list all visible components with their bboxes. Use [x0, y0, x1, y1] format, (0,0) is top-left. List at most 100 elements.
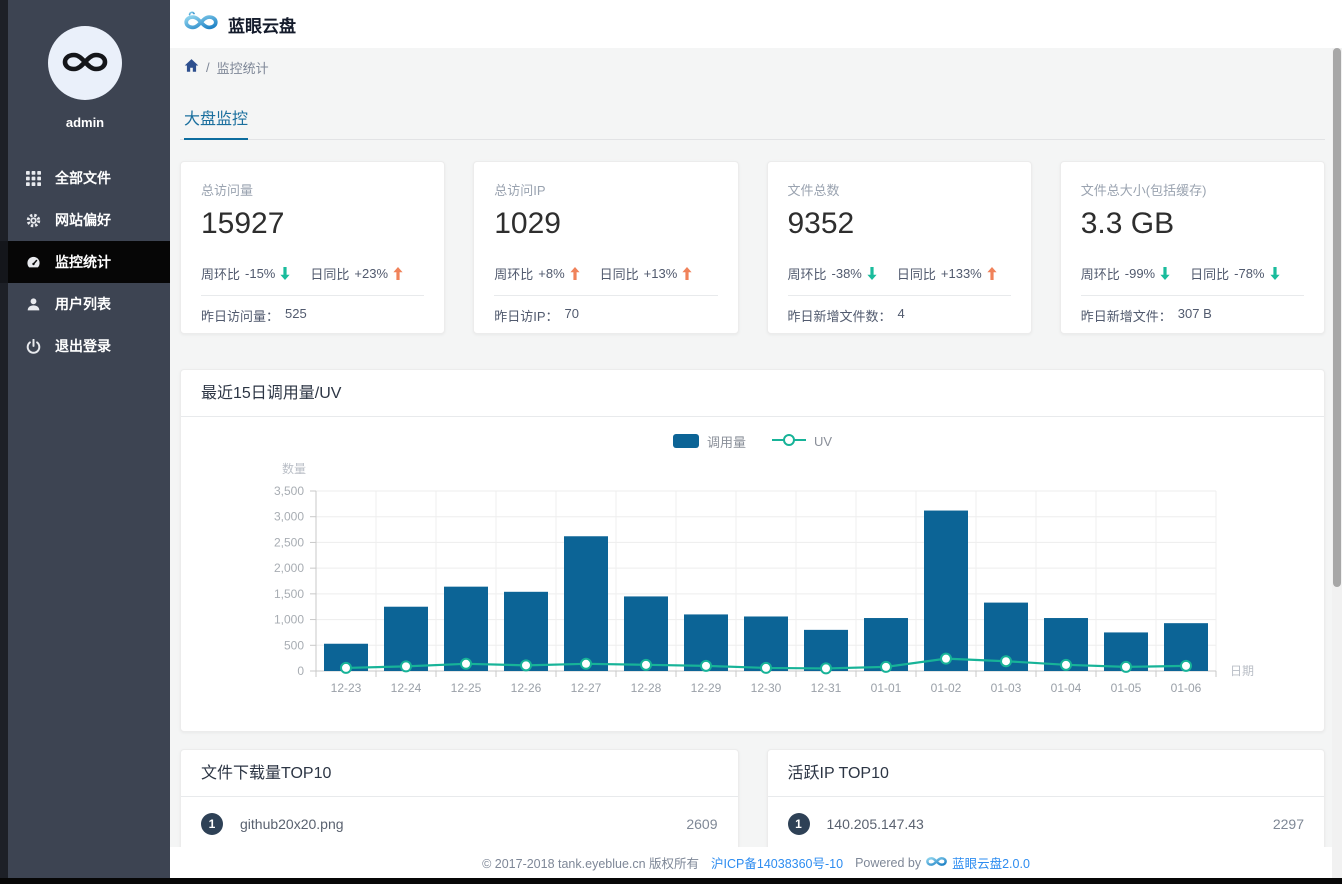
svg-text:500: 500	[284, 638, 304, 652]
power-icon	[25, 338, 41, 354]
stat-trends: 周环比 -15% 日同比 +23%	[201, 264, 424, 283]
stat-footer: 昨日新增文件数： 4	[788, 306, 1011, 325]
stat-footer: 昨日访IP： 70	[494, 306, 717, 325]
dashboard-icon	[25, 254, 41, 270]
stat-footer-value: 4	[897, 306, 905, 321]
divider	[1080, 295, 1304, 296]
trend-value: +13%	[643, 266, 678, 281]
stat-value: 15927	[201, 207, 285, 240]
trend-label: 日同比	[310, 267, 350, 282]
svg-text:3,000: 3,000	[274, 510, 304, 524]
bar-swatch-icon	[672, 434, 699, 448]
sidebar-item-monitoring-stats[interactable]: 监控统计	[0, 241, 170, 283]
stat-card-total-files: 文件总数 9352 周环比 -38% 日同比 +133% 昨日新增文件数： 4	[766, 161, 1032, 334]
trend-arrow-icon	[1269, 267, 1280, 280]
topbar: 蓝眼云盘	[170, 0, 1342, 48]
trend-arrow-icon	[280, 267, 290, 280]
avatar[interactable]	[48, 26, 122, 100]
trend-value: +133%	[940, 266, 982, 281]
powered-by: Powered by 蓝眼云盘2.0.0	[855, 853, 1030, 872]
tab-bar: 大盘监控	[180, 105, 1325, 140]
rank-badge: 1	[787, 813, 810, 835]
svg-text:0: 0	[297, 664, 304, 678]
stat-trends: 周环比 -38% 日同比 +133%	[788, 264, 1011, 283]
legend-item-line[interactable]: UV	[771, 433, 833, 450]
stat-card-total-visits: 总访问量 15927 周环比 -15% 日同比 +23% 昨日访问量： 525	[180, 161, 446, 334]
sidebar-item-logout[interactable]: 退出登录	[0, 325, 170, 367]
sidebar-item-user-list[interactable]: 用户列表	[0, 283, 170, 325]
divider	[494, 295, 718, 296]
svg-text:数量: 数量	[282, 461, 306, 476]
chart-legend: 调用量 UV	[181, 431, 1324, 451]
trend-arrow-icon	[987, 267, 997, 280]
breadcrumb: / 监控统计	[184, 57, 1325, 77]
copyright-text: © 2017-2018 tank.eyeblue.cn 版权所有	[482, 857, 700, 871]
user-icon	[25, 296, 41, 312]
trend-label: 周环比	[787, 267, 827, 282]
trend-label: 周环比	[201, 267, 241, 282]
list-item: 1 github20x20.png 2609	[181, 797, 738, 851]
eyeblue-logo-icon[interactable]	[184, 10, 218, 38]
stat-footer-label: 昨日访问量：	[201, 309, 280, 324]
sidebar-item-label: 全部文件	[55, 170, 111, 186]
app-title: 蓝眼云盘	[228, 16, 296, 36]
sidebar-item-label: 网站偏好	[55, 212, 111, 228]
svg-text:12-29: 12-29	[691, 681, 722, 695]
bar-line-chart: 0 500 1,000 1,500 2,000 2,500 3,000 3,500 12-23 1…	[274, 461, 1254, 695]
trend-label: 周环比	[1080, 267, 1120, 282]
legend-label: UV	[813, 433, 833, 449]
stat-footer-value: 70	[564, 306, 580, 321]
svg-text:12-25: 12-25	[451, 681, 482, 695]
svg-text:1,500: 1,500	[274, 587, 304, 601]
scrollbar-thumb[interactable]	[1333, 48, 1341, 587]
trend-value: -15%	[245, 266, 276, 281]
chart-title: 最近15日调用量/UV	[181, 370, 1324, 417]
chart-card: 最近15日调用量/UV 调用量 UV	[180, 369, 1325, 732]
eyeblue-logo-small-icon	[926, 854, 947, 871]
list-title: 活跃IP TOP10	[767, 750, 1324, 797]
username: admin	[65, 115, 105, 130]
content: / 监控统计 大盘监控 总访问量 15927 周环比 -15% 日同比 +23% 昨…	[170, 48, 1342, 884]
trend-arrow-icon	[682, 267, 692, 280]
sidebar-item-label: 用户列表	[55, 296, 111, 312]
product-link[interactable]: 蓝眼云盘2.0.0	[952, 857, 1030, 871]
svg-text:12-30: 12-30	[751, 681, 782, 695]
svg-text:1,000: 1,000	[274, 613, 304, 627]
file-name: github20x20.png	[240, 816, 344, 832]
svg-text:01-04: 01-04	[1051, 681, 1082, 695]
divider	[201, 295, 425, 296]
rank-badge: 1	[201, 813, 223, 835]
svg-text:01-05: 01-05	[1111, 681, 1142, 695]
sidebar-item-label: 监控统计	[55, 254, 111, 270]
stat-footer-label: 昨日新增文件：	[1080, 309, 1172, 324]
svg-text:12-23: 12-23	[331, 681, 362, 695]
gear-icon	[25, 212, 41, 228]
svg-text:12-26: 12-26	[511, 681, 542, 695]
trend-label: 日同比	[599, 267, 639, 282]
stat-footer: 昨日访问量： 525	[201, 306, 424, 325]
stat-card-grid: 总访问量 15927 周环比 -15% 日同比 +23% 昨日访问量： 525 总访问…	[180, 161, 1325, 334]
tab-dashboard-monitor[interactable]: 大盘监控	[184, 105, 249, 140]
stat-label: 总访问IP	[494, 183, 546, 198]
sidebar-item-all-files[interactable]: 全部文件	[0, 157, 170, 199]
svg-text:12-28: 12-28	[631, 681, 662, 695]
list-item: 1 140.205.147.43 2297	[768, 797, 1325, 851]
stat-footer-value: 307 B	[1177, 306, 1212, 321]
stat-footer-value: 525	[285, 306, 307, 321]
stat-footer-label: 昨日新增文件数：	[787, 309, 892, 324]
stat-trends: 周环比 -99% 日同比 -78%	[1081, 264, 1304, 283]
trend-label: 日同比	[896, 267, 936, 282]
stat-card-total-size: 文件总大小(包括缓存) 3.3 GB 周环比 -99% 日同比 -78% 昨日新增文…	[1059, 161, 1325, 334]
legend-label: 调用量	[706, 434, 746, 450]
stat-trends: 周环比 +8% 日同比 +13%	[494, 264, 717, 283]
legend-item-bar[interactable]: 调用量	[672, 432, 746, 451]
svg-text:01-01: 01-01	[871, 681, 902, 695]
sidebar-item-site-preferences[interactable]: 网站偏好	[0, 199, 170, 241]
svg-text:3,500: 3,500	[274, 484, 304, 498]
svg-text:日期: 日期	[1230, 664, 1254, 678]
icp-link[interactable]: 沪ICP备14038360号-10	[711, 857, 844, 871]
home-icon[interactable]	[184, 58, 199, 76]
sidebar-nav: 全部文件 网站偏好	[0, 157, 170, 367]
svg-text:12-31: 12-31	[811, 681, 842, 695]
line-swatch-icon	[771, 433, 806, 450]
